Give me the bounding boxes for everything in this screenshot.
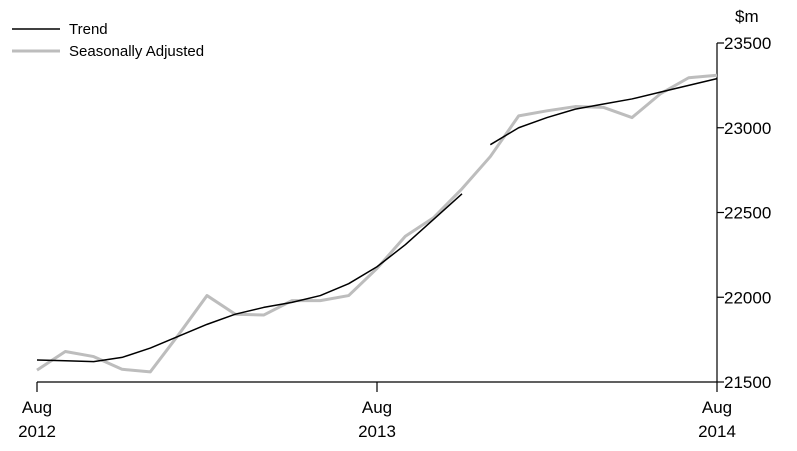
x-tick-label-month: Aug: [22, 398, 52, 417]
series-layer: [36, 73, 718, 374]
legend: Trend Seasonally Adjusted: [12, 21, 204, 60]
x-tick-label-month: Aug: [702, 398, 732, 417]
y-tick-label: 22000: [724, 288, 771, 307]
series-line-trend-segment-1: [36, 193, 463, 363]
series-line-trend-segment-2: [489, 77, 718, 146]
x-axis-ticks: Aug 2012 Aug 2013 Aug 2014: [18, 382, 736, 441]
series-line-seasonally-adjusted: [36, 73, 718, 374]
y-axis-ticks: 21500 22000 22500 23000 23500: [717, 34, 771, 392]
x-tick-label-year: 2012: [18, 422, 56, 441]
y-tick-label: 21500: [724, 373, 771, 392]
x-tick-label-year: 2014: [698, 422, 736, 441]
x-tick-label-year: 2013: [358, 422, 396, 441]
y-tick-label: 23000: [724, 119, 771, 138]
y-tick-label: 22500: [724, 204, 771, 223]
y-axis-unit-label: $m: [735, 7, 759, 26]
x-tick-label-month: Aug: [362, 398, 392, 417]
legend-label-trend: Trend: [69, 21, 108, 38]
legend-label-seasonally-adjusted: Seasonally Adjusted: [69, 43, 204, 60]
y-tick-label: 23500: [724, 34, 771, 53]
